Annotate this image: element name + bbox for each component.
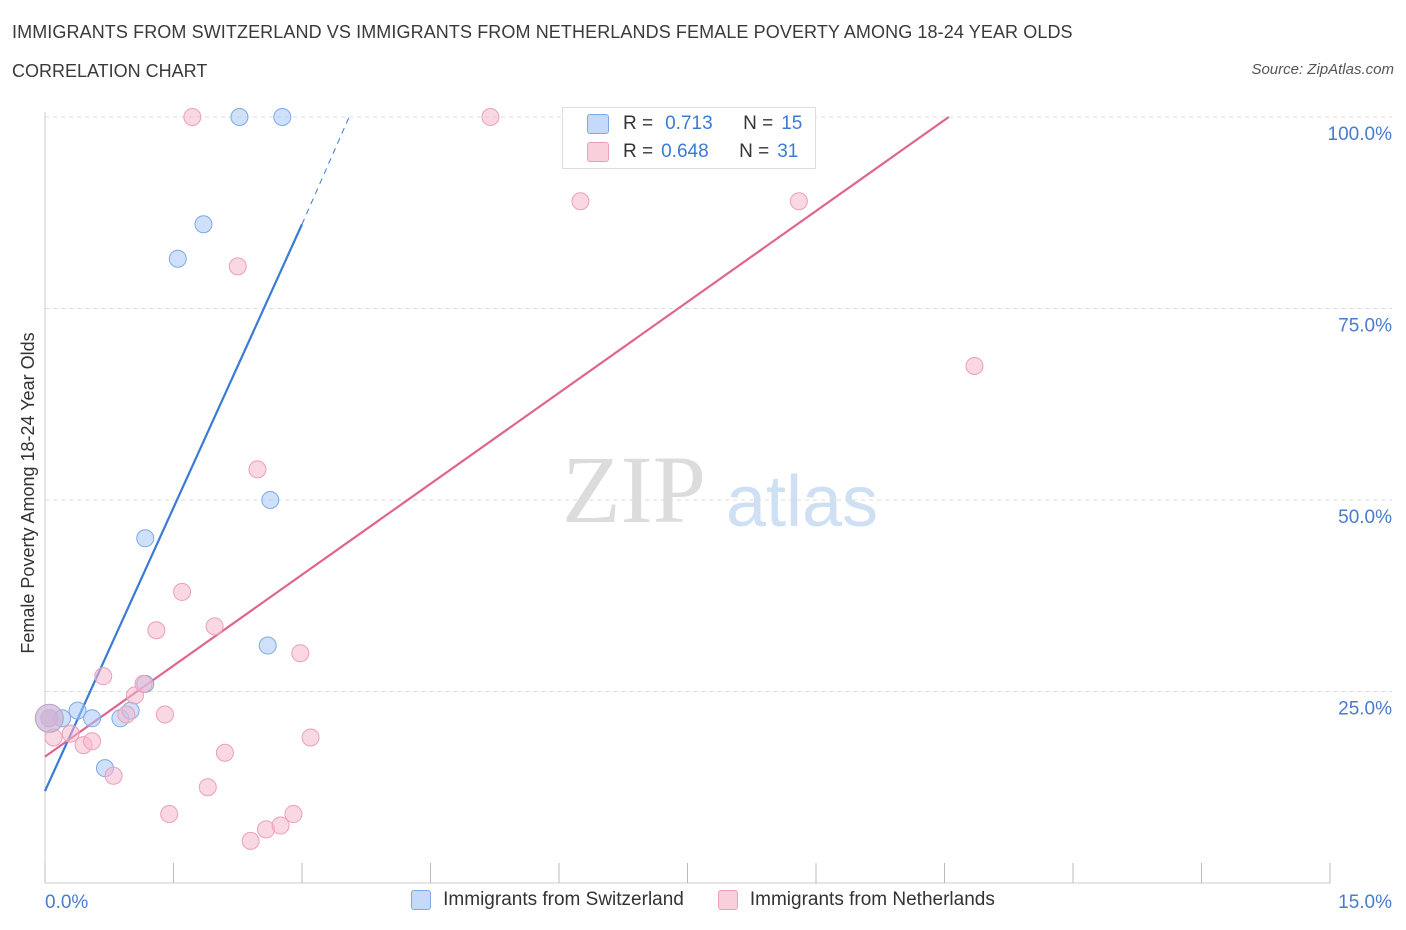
point-switzerland	[68, 701, 87, 720]
point-netherlands	[147, 621, 166, 640]
stats-box: R = 0.713 N = 15 R = 0.648 N = 31	[562, 107, 816, 169]
point-netherlands	[155, 705, 174, 724]
chart-title: IMMIGRANTS FROM SWITZERLAND VS IMMIGRANT…	[12, 22, 1073, 42]
stats-swatch-blue	[587, 114, 609, 134]
n-label: N =	[743, 113, 774, 134]
y-tick-label: 75.0%	[1338, 316, 1392, 337]
point-netherlands	[104, 766, 123, 785]
point-netherlands	[301, 728, 320, 747]
n-value: 15	[781, 113, 803, 134]
point-switzerland	[258, 636, 277, 655]
trend-line-extension	[301, 116, 350, 225]
point-netherlands	[241, 831, 260, 850]
point-netherlands	[183, 108, 202, 126]
y-tick-label: 100.0%	[1328, 124, 1393, 145]
point-netherlands	[481, 108, 500, 126]
point-netherlands	[571, 192, 590, 211]
point-netherlands	[198, 778, 217, 797]
point-switzerland	[136, 529, 155, 548]
point-switzerland	[168, 249, 187, 268]
y-tick-label: 50.0%	[1338, 507, 1392, 528]
point-netherlands	[134, 674, 153, 693]
point-netherlands	[117, 705, 136, 724]
x-tick-label: 0.0%	[45, 892, 88, 913]
watermark-zip: ZIP	[562, 436, 706, 543]
point-netherlands	[271, 816, 290, 835]
watermark: ZIP atlas	[562, 436, 878, 543]
point-netherlands	[205, 617, 224, 636]
point-netherlands	[160, 805, 179, 824]
legend-item-netherlands[interactable]: Immigrants from Netherlands	[717, 889, 995, 911]
point-netherlands	[248, 460, 267, 479]
y-axis-label: Female Poverty Among 18-24 Year Olds	[18, 332, 38, 653]
axes	[44, 112, 1331, 884]
legend: Immigrants from Switzerland Immigrants f…	[0, 889, 1406, 911]
stats-swatch-pink	[587, 142, 609, 162]
axis-labels: 25.0% 50.0% 75.0% 100.0% 0.0% 15.0% Female Pov…	[18, 124, 1392, 913]
n-label: N =	[739, 141, 770, 162]
y-tick-label: 25.0%	[1338, 699, 1392, 720]
point-netherlands	[291, 644, 310, 663]
point-switzerland	[261, 491, 280, 509]
r-label: R =	[623, 113, 654, 134]
legend-label-switzerland: Immigrants from Switzerland	[443, 889, 684, 910]
r-label: R =	[623, 141, 654, 162]
chart-subtitle: CORRELATION CHART	[12, 61, 208, 81]
trend-lines	[43, 116, 950, 792]
r-value: 0.713	[665, 113, 713, 134]
watermark-atlas: atlas	[726, 462, 878, 542]
point-netherlands	[789, 192, 808, 211]
point-switzerland	[230, 108, 249, 126]
point-netherlands	[284, 805, 303, 824]
point-cluster	[34, 703, 64, 733]
legend-swatch-pink	[717, 890, 738, 910]
point-netherlands	[965, 356, 984, 375]
point-netherlands	[173, 582, 192, 601]
legend-label-netherlands: Immigrants from Netherlands	[749, 889, 995, 910]
data-points	[34, 108, 984, 850]
stats-row-netherlands: R = 0.648 N = 31	[587, 141, 798, 163]
source-note: Source: ZipAtlas.com	[1251, 61, 1394, 78]
legend-swatch-blue	[411, 890, 432, 910]
point-switzerland	[83, 709, 102, 728]
n-value: 31	[777, 141, 799, 162]
point-switzerland	[273, 108, 292, 126]
trend-line-switzerland	[43, 223, 304, 792]
point-netherlands	[83, 732, 102, 751]
point-netherlands	[94, 667, 113, 686]
point-netherlands	[228, 257, 247, 276]
grid-lines	[45, 116, 1392, 692]
point-switzerland	[194, 215, 213, 234]
x-tick-label: 15.0%	[1338, 892, 1392, 913]
point-netherlands	[61, 724, 80, 743]
trend-line-netherlands	[44, 116, 950, 758]
r-value: 0.648	[661, 141, 709, 162]
stats-row-switzerland: R = 0.713 N = 15	[587, 113, 802, 135]
legend-item-switzerland[interactable]: Immigrants from Switzerland	[411, 889, 684, 911]
point-netherlands	[215, 743, 234, 762]
